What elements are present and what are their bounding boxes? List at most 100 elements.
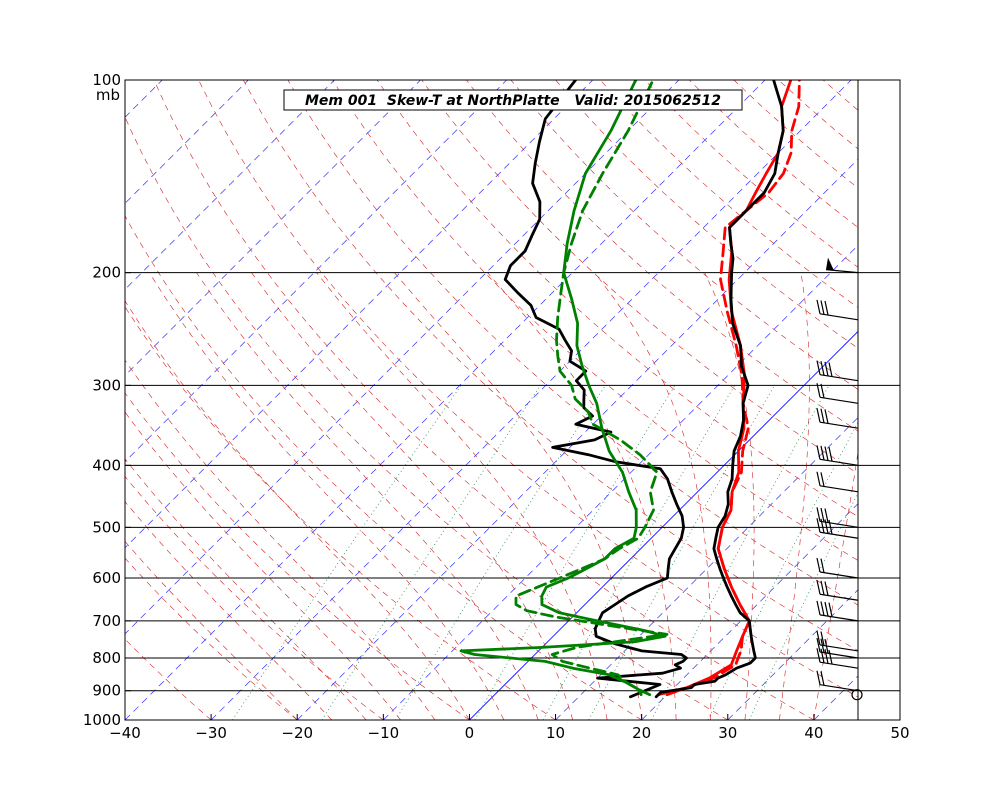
wind-barb-feather xyxy=(820,472,825,487)
wind-barb-feather xyxy=(816,518,821,533)
isotherm xyxy=(125,80,163,118)
isotherm xyxy=(0,80,76,720)
wind-barb-feather xyxy=(816,445,821,460)
dry-adiabat xyxy=(689,80,858,228)
chart-title: Mem 001 Skew-T at NorthPlatte Valid: 201… xyxy=(305,93,721,109)
wind-barb-staff xyxy=(819,396,859,404)
dry-adiabat xyxy=(421,80,858,474)
moist-adiabat xyxy=(125,359,436,720)
wind-barb-feather xyxy=(824,601,829,617)
x-tick-label: 50 xyxy=(890,724,909,742)
wind-barb-feather xyxy=(824,519,829,534)
mixing-ratio-line xyxy=(232,385,462,720)
moist-adiabat xyxy=(394,272,642,720)
dry-adiabat xyxy=(125,475,384,720)
dewpoint_obs-line xyxy=(503,80,688,699)
wind-barb-feather xyxy=(820,408,825,423)
wind-barb-feather xyxy=(820,300,825,315)
p-tick-label: 1000 xyxy=(83,711,121,729)
p-tick-label: 200 xyxy=(92,264,121,282)
wind-barb-feather xyxy=(824,300,829,316)
wind-barb-feather xyxy=(828,649,833,665)
p-tick-label: 700 xyxy=(92,612,121,630)
wind-barb-feather xyxy=(816,557,821,573)
wind-barb-feather xyxy=(824,361,829,377)
p-tick-label: 100 xyxy=(92,71,121,89)
x-tick-label: −10 xyxy=(368,724,400,742)
wind-barb-staff xyxy=(819,531,859,539)
isotherm xyxy=(900,80,1000,720)
dry-adiabat xyxy=(332,80,858,561)
grid-background xyxy=(0,80,1000,720)
wind-barb-feather xyxy=(828,602,833,617)
isotherm xyxy=(125,80,507,463)
wind-barb-feather xyxy=(820,631,825,646)
mixing-ratio-line xyxy=(748,491,858,720)
wind-barb-feather xyxy=(816,600,821,615)
moist-adiabat xyxy=(487,272,677,720)
wind-barb-staff xyxy=(819,571,859,579)
mixing-ratio-line xyxy=(321,385,541,720)
chart-title-box: Mem 001 Skew-T at NorthPlatte Valid: 201… xyxy=(283,89,743,111)
isotherm xyxy=(125,80,766,720)
wind-barb-feather xyxy=(820,383,825,399)
isotherm xyxy=(125,80,249,204)
isotherm xyxy=(125,80,680,635)
wind-barb-feather xyxy=(820,648,825,663)
wind-barb-feather xyxy=(820,558,825,573)
wind-barb-staff xyxy=(819,458,859,466)
dry-adiabat xyxy=(466,80,858,432)
temperature_member-line xyxy=(665,80,793,697)
dry-adiabat xyxy=(822,80,858,111)
p-tick-label: 900 xyxy=(92,682,121,700)
wind-barb-feather xyxy=(820,601,825,616)
wind-barb-feather xyxy=(824,409,829,424)
wind-barb-feather xyxy=(820,507,825,523)
wind-barb-feather xyxy=(824,508,829,523)
wind-barb-feather xyxy=(816,670,821,685)
x-tick-label: −40 xyxy=(109,724,141,742)
isotherm xyxy=(813,675,858,720)
moist-adiabat xyxy=(125,300,470,720)
wind-barb-staff xyxy=(819,421,859,429)
wind-barb-feather xyxy=(816,648,821,663)
wind-barb-feather xyxy=(816,580,821,595)
wind-barb-feather xyxy=(828,519,833,535)
series-layer xyxy=(459,80,801,699)
dry-adiabat xyxy=(125,116,728,720)
isotherm xyxy=(125,80,335,290)
dry-adiabat xyxy=(125,638,212,720)
wind-barb-panel xyxy=(816,80,863,720)
dewpoint_member-line xyxy=(514,80,669,697)
isotherm xyxy=(125,80,421,377)
wind-barb-feather xyxy=(816,408,821,423)
dry-adiabat xyxy=(376,80,858,518)
moist-adiabat xyxy=(316,272,608,720)
p-tick-label: 300 xyxy=(92,376,121,394)
isotherm xyxy=(125,80,594,549)
dry-adiabat xyxy=(125,392,470,720)
wind-barb-staff xyxy=(819,684,859,692)
plot-border xyxy=(124,79,901,721)
moist-adiabat xyxy=(125,501,332,720)
p-tick-label: 500 xyxy=(92,518,121,536)
moist-adiabat xyxy=(704,272,755,720)
isotherm xyxy=(641,503,858,720)
dry-adiabat xyxy=(125,215,642,720)
p-tick-label: 600 xyxy=(92,569,121,587)
moist-adiabat xyxy=(251,272,574,720)
wind-barb-feather xyxy=(816,630,821,646)
wind-barb-feather xyxy=(816,360,821,375)
moist-adiabat xyxy=(125,411,401,720)
wind-barb-feather xyxy=(820,671,825,686)
isotherm xyxy=(555,417,858,720)
axis-tick-labels: −40 −30 −20 −10 0 10 20 30 40 50 100 200 300 400 500 60… xyxy=(83,71,910,742)
wind-barb-feather xyxy=(816,637,821,653)
moist-adiabat xyxy=(779,272,810,720)
wind-barb-staff xyxy=(819,485,859,493)
wind-barb-feather xyxy=(820,580,825,595)
title-background xyxy=(283,89,743,111)
x-tick-label: 10 xyxy=(546,724,565,742)
moist-adiabat xyxy=(196,272,539,720)
